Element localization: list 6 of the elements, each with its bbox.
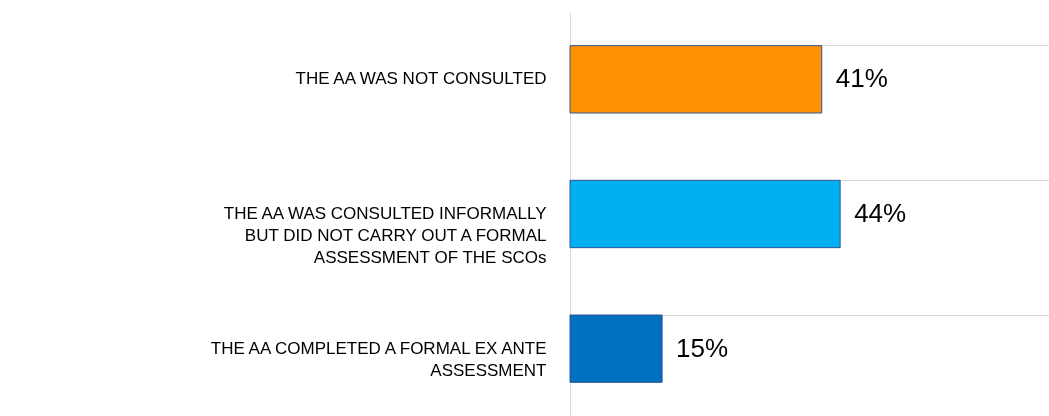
data-label: 15% (676, 332, 729, 363)
data-label: 44% (854, 198, 907, 228)
y-tick-label: THE AA WAS CONSULTED INFORMALLY BUT DID NOT CARRY OUT A FORMAL ASSESSMENT OF THE SCOs (223, 204, 547, 267)
y-tick-label: THE AA COMPLETED A FORMAL EX ANTE ASSESSMENT (210, 338, 547, 380)
y-tick-label: THE AA WAS NOT CONSULTED (295, 69, 547, 89)
data-label: 41% (835, 63, 888, 94)
